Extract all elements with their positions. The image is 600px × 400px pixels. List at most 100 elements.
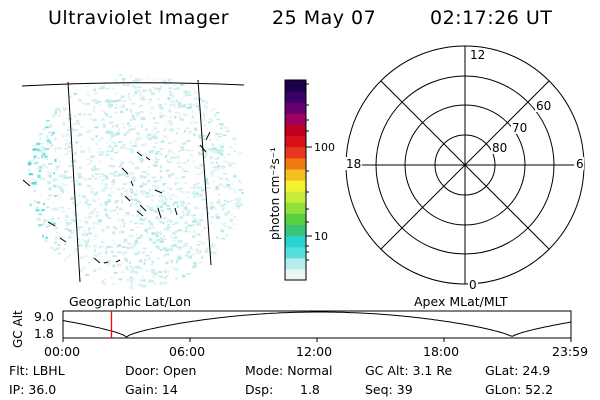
speckle: [178, 229, 182, 232]
speckle: [131, 162, 134, 165]
speckle: [159, 115, 163, 119]
coastline-mark: [136, 210, 144, 217]
speckle: [117, 173, 120, 177]
speckle: [143, 91, 148, 93]
speckle: [109, 150, 114, 152]
speckle: [110, 134, 114, 138]
speckle: [80, 126, 83, 129]
speckle: [65, 170, 69, 173]
speckle: [130, 270, 133, 274]
speckle: [158, 179, 161, 182]
speckle: [175, 99, 179, 102]
speckle: [168, 197, 173, 200]
speckle: [121, 144, 126, 148]
speckle: [200, 256, 204, 259]
speckle: [148, 279, 153, 283]
speckle: [175, 189, 178, 191]
speckle: [204, 249, 207, 251]
speckle: [42, 163, 46, 167]
speckle: [111, 141, 116, 144]
speckle: [148, 207, 153, 210]
speckle: [151, 226, 155, 229]
speckle: [220, 167, 225, 170]
speckle: [38, 165, 43, 169]
speckle: [167, 87, 172, 90]
speckle: [146, 235, 149, 238]
speckle: [187, 93, 192, 96]
speckle: [203, 188, 207, 190]
speckle: [111, 181, 114, 185]
speckle: [94, 173, 99, 175]
speckle: [45, 135, 49, 139]
speckle: [191, 110, 194, 113]
speckle: [43, 203, 45, 206]
speckle: [85, 198, 88, 201]
speckle: [49, 145, 53, 147]
speckle: [64, 184, 68, 186]
speckle: [161, 199, 164, 202]
speckle: [77, 182, 82, 186]
speckle: [213, 181, 215, 183]
speckle: [187, 255, 190, 258]
speckle: [226, 161, 231, 164]
speckle: [198, 108, 201, 111]
speckle: [95, 135, 98, 138]
speckle: [150, 209, 154, 212]
speckle: [69, 232, 72, 236]
speckle: [204, 124, 206, 127]
speckle: [69, 125, 73, 127]
speckle: [82, 266, 86, 269]
speckle: [111, 250, 114, 253]
speckle: [137, 284, 143, 286]
speckle: [166, 136, 169, 140]
speckle: [156, 245, 160, 248]
speckle: [170, 100, 175, 104]
speckle: [68, 165, 73, 168]
speckle: [166, 204, 171, 207]
speckle: [210, 205, 215, 208]
dsp-label: Dsp:: [245, 382, 274, 397]
speckle: [141, 144, 146, 147]
speckle: [76, 135, 79, 137]
speckle: [108, 115, 113, 118]
speckle: [201, 242, 206, 245]
speckle: [162, 182, 165, 186]
speckle: [58, 186, 63, 190]
speckle: [186, 106, 191, 110]
speckle: [156, 204, 160, 206]
speckle: [105, 130, 110, 134]
speckle: [98, 219, 102, 223]
speckle: [96, 255, 101, 257]
speckle: [108, 130, 112, 133]
speckle: [27, 162, 32, 166]
speckle: [180, 145, 184, 149]
speckle: [241, 191, 244, 194]
speckle: [66, 208, 71, 210]
speckle: [126, 131, 130, 133]
speckle: [170, 130, 174, 132]
speckle: [204, 107, 207, 109]
speckle: [215, 147, 218, 151]
speckle: [38, 210, 41, 212]
speckle: [164, 276, 167, 280]
speckle: [113, 226, 116, 229]
speckle: [138, 158, 143, 162]
speckle: [129, 229, 134, 231]
speckle: [100, 137, 105, 140]
speckle: [199, 251, 201, 255]
speckle: [121, 218, 125, 222]
speckle: [62, 190, 64, 194]
speckle: [28, 169, 31, 171]
speckle: [149, 237, 152, 241]
speckle: [223, 212, 227, 215]
speckle: [142, 285, 147, 287]
speckle: [64, 143, 69, 146]
speckle: [163, 82, 165, 86]
speckle: [210, 202, 212, 205]
speckle: [160, 218, 163, 220]
speckle: [165, 155, 167, 158]
speckle: [99, 173, 104, 175]
speckle: [213, 158, 218, 161]
speckle: [211, 143, 214, 145]
speckle: [217, 135, 222, 138]
